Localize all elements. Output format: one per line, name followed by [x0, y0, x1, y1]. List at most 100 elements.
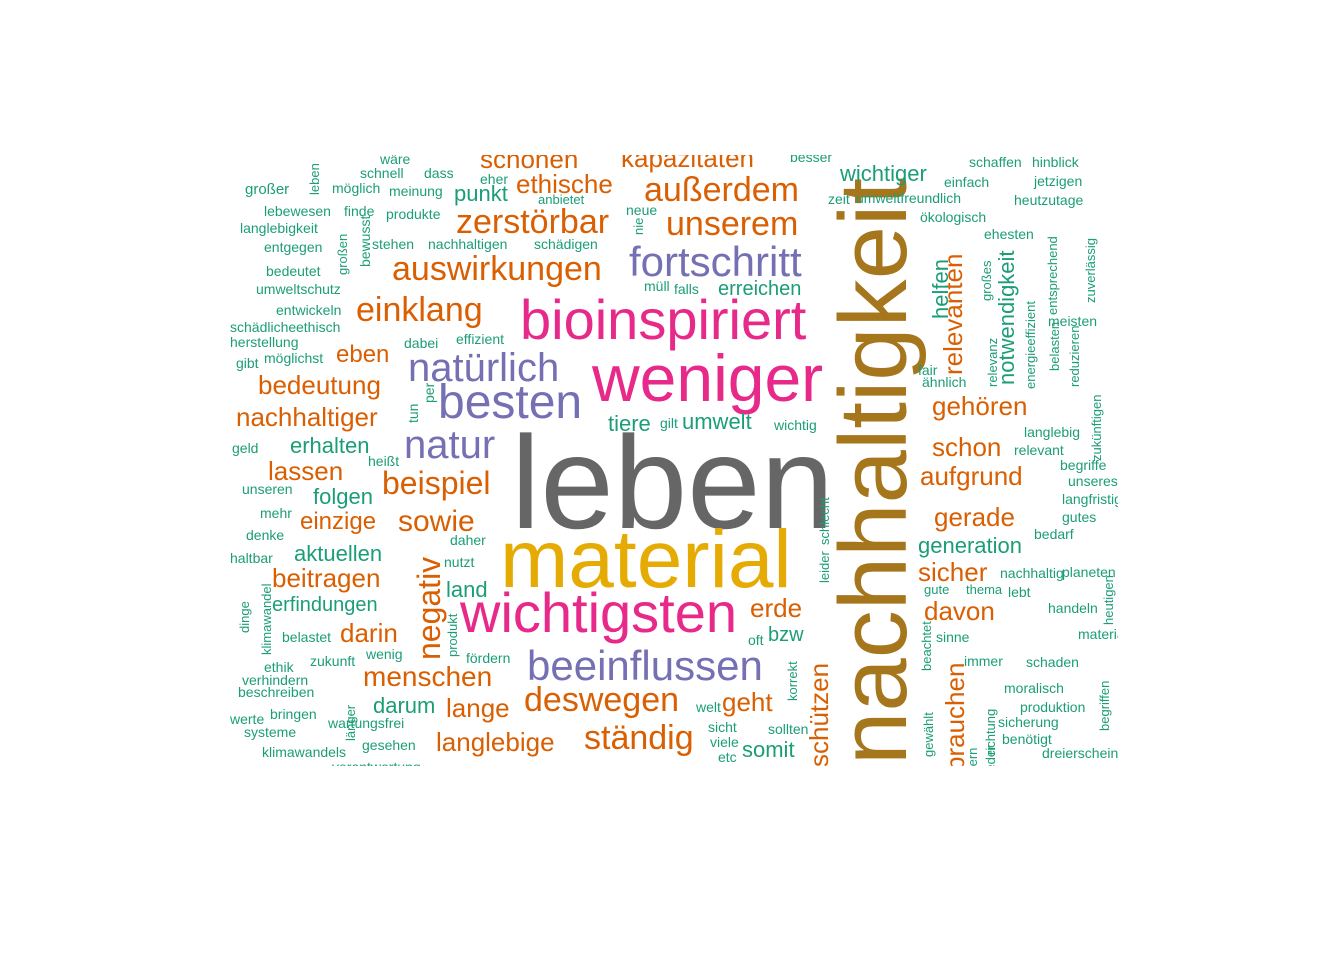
word: jetzigen — [1034, 173, 1083, 189]
word: eher — [480, 171, 509, 187]
word: außerdem — [644, 171, 799, 209]
word: klimawandels — [262, 744, 347, 760]
word: ethisch — [296, 319, 341, 335]
word: beispiel — [382, 465, 491, 501]
word: dass — [424, 165, 454, 181]
word: meinung — [389, 183, 443, 199]
word: beeinflussen — [527, 642, 763, 689]
word: umweltschutz — [256, 281, 341, 297]
word: planeten — [1062, 564, 1116, 580]
word: welt — [696, 699, 721, 715]
word: unseres — [1068, 473, 1118, 489]
word: belasten — [1047, 321, 1062, 371]
word: reduzieren — [1067, 325, 1082, 387]
word: langlebigkeit — [240, 220, 318, 236]
word: generation — [918, 533, 1022, 558]
word: großes — [979, 260, 994, 301]
word: gibt — [236, 355, 259, 371]
word: ähnlich — [922, 374, 967, 390]
word: nutzt — [444, 554, 475, 570]
word: neue — [626, 202, 658, 218]
word: weniger — [592, 341, 824, 415]
word: schützen — [804, 662, 834, 766]
word: werte — [230, 711, 265, 727]
word: wenig — [366, 646, 403, 662]
word: weder — [983, 745, 998, 766]
word: handeln — [1048, 600, 1098, 616]
word: wartungsfrei — [328, 715, 405, 731]
word: wichtig — [774, 417, 817, 433]
word: heißt — [368, 453, 400, 469]
word: lebewesen — [264, 203, 331, 219]
word: gewählt — [921, 712, 936, 757]
word: leider — [817, 551, 832, 583]
word: einklang — [356, 291, 483, 329]
word: leben — [511, 409, 834, 556]
word: langlebige — [436, 727, 555, 757]
word: schaffen — [969, 155, 1022, 170]
word: müll — [644, 278, 670, 294]
word: bzw — [768, 624, 804, 646]
word: einzige — [300, 508, 377, 535]
word: ethik — [264, 659, 294, 675]
word: fördern — [466, 650, 511, 666]
word: begriffe — [1060, 457, 1107, 473]
word: großer — [245, 181, 290, 198]
word: erhalten — [290, 433, 370, 458]
word: etc — [718, 749, 737, 765]
word: aufgrund — [920, 461, 1023, 491]
word: wäre — [380, 155, 411, 167]
word: nachhaltiger — [236, 402, 378, 432]
word: verantwortung — [332, 760, 421, 766]
word: schon — [932, 432, 1002, 462]
word: fair — [918, 362, 938, 378]
word: anbietet — [538, 192, 585, 207]
word: aktuellen — [294, 541, 383, 566]
word: bedeutet — [266, 263, 321, 279]
word: bioinspiriert — [520, 288, 807, 351]
word: geld — [232, 440, 259, 456]
word: hinblick — [1032, 155, 1079, 170]
word: nie — [631, 217, 646, 235]
word: denke — [246, 527, 285, 543]
word: bewusst — [357, 215, 373, 267]
word: zeit — [828, 191, 850, 207]
word: klimawandel — [259, 583, 274, 655]
word: produkte — [386, 206, 441, 222]
word: darin — [340, 618, 398, 648]
word: verhindern — [242, 672, 309, 688]
word: unserem — [666, 205, 799, 243]
word: nachhaltigen — [428, 236, 508, 252]
word: beschreiben — [238, 684, 315, 700]
word: relevant — [1014, 442, 1064, 458]
word: fortschritt — [629, 238, 802, 285]
word: sicht — [708, 719, 737, 735]
word: beitragen — [272, 563, 381, 593]
word: gute — [924, 582, 950, 597]
word: ethische — [516, 169, 613, 199]
word: darum — [373, 693, 436, 718]
word: negativ — [411, 556, 447, 660]
word: zerstörbar — [456, 203, 610, 241]
word: deswegen — [524, 681, 680, 719]
word: schädliche — [230, 319, 297, 335]
word: ehesten — [984, 226, 1034, 242]
word: nachhaltigkeit — [820, 177, 927, 765]
word: umwelt — [682, 409, 752, 434]
word: geht — [722, 687, 773, 717]
word: umweltfreundlich — [856, 190, 962, 206]
word: begriffen — [1097, 680, 1112, 731]
word: bedeutung — [258, 370, 381, 400]
word: stehen — [372, 236, 415, 252]
word: sowie — [398, 505, 475, 538]
word: schonen — [480, 155, 579, 174]
word: langfristig — [1062, 491, 1118, 507]
word: relevanz — [985, 337, 1000, 387]
word: tun — [405, 403, 421, 423]
word: heutigen — [1101, 575, 1116, 625]
word: gilt — [660, 415, 678, 431]
word: punkt — [454, 181, 508, 206]
word: meisten — [1048, 313, 1098, 329]
word: mehr — [260, 505, 292, 521]
word: viele — [710, 734, 739, 750]
